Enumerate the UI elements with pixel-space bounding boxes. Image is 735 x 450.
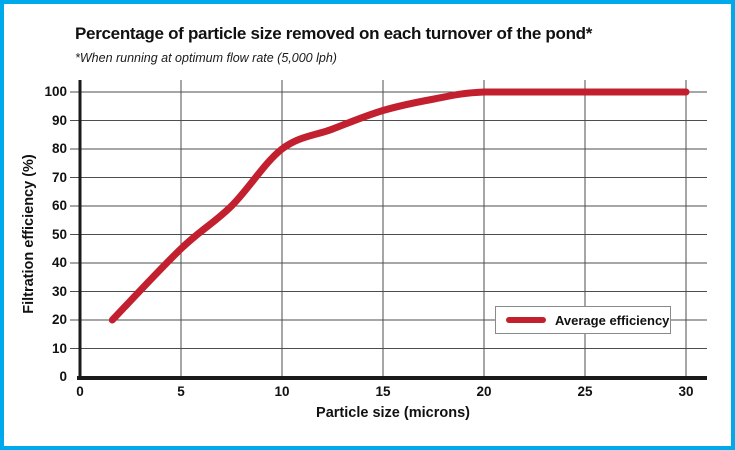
y-tick-label-60: 60 xyxy=(51,198,67,213)
legend-label: Average efficiency xyxy=(555,312,670,328)
y-tick-label-0: 0 xyxy=(59,369,67,384)
y-tick-label-70: 70 xyxy=(51,169,67,185)
y-tick-label-90: 90 xyxy=(51,112,67,128)
legend-line-icon xyxy=(506,317,546,323)
x-tick-label-10: 10 xyxy=(274,384,290,399)
x-tick-label-20: 20 xyxy=(476,384,492,399)
x-tick-label-15: 15 xyxy=(375,384,391,399)
legend-box: Average efficiency xyxy=(495,306,671,334)
x-tick-label-30: 30 xyxy=(678,384,694,399)
chart-title: Percentage of particle size removed on e… xyxy=(75,24,593,43)
y-tick-label-10: 10 xyxy=(51,340,67,356)
x-axis-title: Particle size (microns) xyxy=(316,405,470,421)
x-tick-label-0: 0 xyxy=(76,384,84,399)
y-tick-label-100: 100 xyxy=(44,84,67,99)
y-tick-label-30: 30 xyxy=(51,283,67,299)
y-tick-label-80: 80 xyxy=(51,141,67,156)
series-line-average-efficiency xyxy=(108,88,690,324)
x-tick-label-5: 5 xyxy=(177,384,185,399)
y-tick-label-20: 20 xyxy=(51,312,67,327)
x-tick-label-25: 25 xyxy=(577,384,593,399)
y-tick-label-40: 40 xyxy=(51,255,67,270)
chart-subtitle: *When running at optimum flow rate (5,00… xyxy=(75,51,337,65)
y-tick-label-50: 50 xyxy=(51,226,67,242)
